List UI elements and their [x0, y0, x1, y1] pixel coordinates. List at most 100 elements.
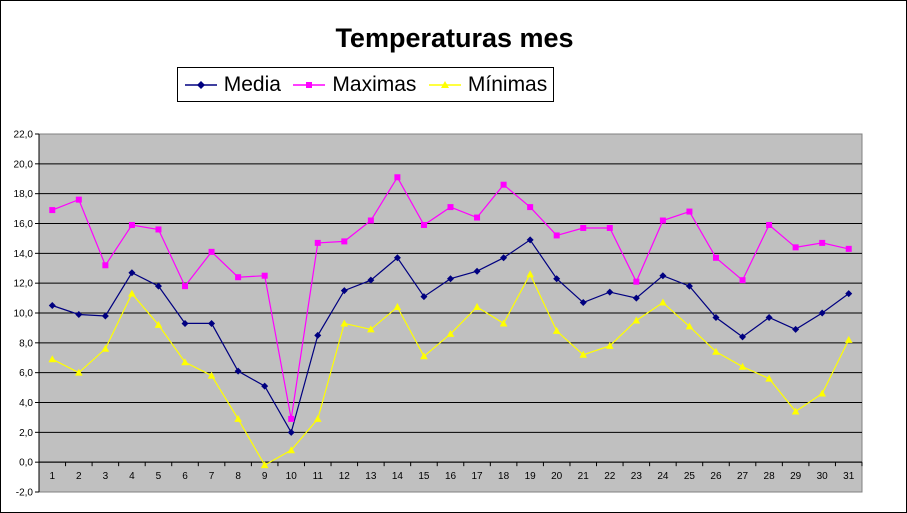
x-tick-label: 19: [525, 471, 537, 482]
x-tick-label: 13: [365, 471, 377, 482]
data-point: [712, 347, 720, 355]
data-point: [287, 428, 295, 436]
legend-label-minimas: Mínimas: [467, 72, 548, 96]
data-point: [499, 319, 508, 327]
y-tick-label: 10,0: [14, 309, 34, 320]
data-point: [474, 214, 481, 221]
data-point: [128, 269, 136, 277]
y-tick-label: 0,0: [19, 458, 33, 469]
data-point: [632, 316, 641, 324]
data-point: [128, 289, 136, 297]
data-point: [659, 217, 666, 224]
data-point: [207, 371, 216, 379]
y-tick-label: 16,0: [14, 219, 34, 230]
data-point: [314, 331, 322, 339]
x-tick-label: 14: [392, 471, 404, 482]
data-point: [234, 414, 242, 422]
data-point: [447, 275, 454, 283]
data-point: [394, 174, 401, 181]
y-tick-label: 18,0: [14, 189, 34, 200]
x-tick-label: 3: [103, 471, 109, 482]
data-point: [818, 389, 826, 397]
chart-title: Temperaturas mes: [335, 23, 574, 53]
data-point: [818, 309, 826, 317]
legend-item-minimas: Mínimas: [428, 73, 547, 97]
data-point: [819, 239, 826, 246]
data-point: [605, 341, 614, 349]
data-point: [447, 204, 454, 211]
x-tick-label: 29: [790, 471, 802, 482]
x-tick-label: 25: [684, 471, 696, 482]
x-tick-label: 23: [631, 471, 643, 482]
data-point: [766, 221, 773, 228]
data-point: [685, 322, 694, 330]
data-point: [553, 232, 560, 239]
data-point: [155, 226, 162, 233]
x-tick-label: 28: [764, 471, 776, 482]
data-point: [473, 303, 481, 311]
y-tick-label: 6,0: [19, 368, 33, 379]
data-point: [154, 282, 162, 290]
data-point: [75, 196, 82, 203]
data-point: [101, 344, 110, 352]
legend-swatch-minimas-icon: [428, 80, 461, 88]
x-tick-label: 6: [182, 471, 188, 482]
y-tick-label: 8,0: [19, 338, 33, 349]
x-tick-label: 26: [710, 471, 722, 482]
data-point: [154, 320, 163, 328]
x-tick-label: 7: [209, 471, 215, 482]
legend-label-media: Media: [223, 72, 281, 96]
y-tick-label: 22,0: [14, 130, 34, 141]
data-point: [580, 224, 587, 231]
data-point: [659, 298, 667, 306]
x-tick-label: 24: [657, 471, 669, 482]
x-tick-label: 27: [737, 471, 749, 482]
data-point: [75, 368, 83, 376]
y-tick-label: 2,0: [19, 428, 33, 439]
legend-item-maximas: Maximas: [292, 73, 416, 97]
data-point: [527, 204, 534, 211]
data-point: [101, 312, 109, 320]
data-point: [367, 325, 375, 333]
data-point: [340, 319, 349, 327]
data-point: [473, 267, 481, 275]
y-tick-label: 4,0: [19, 398, 33, 409]
chart-legend: Media Maximas Mínimas: [177, 67, 554, 102]
data-point: [367, 217, 374, 224]
legend-swatch-media-icon: [184, 80, 217, 89]
data-point: [367, 276, 375, 284]
data-point: [420, 352, 428, 360]
y-tick-label: -2,0: [16, 488, 34, 499]
data-point: [208, 248, 215, 255]
data-point: [500, 181, 507, 188]
legend-label-maximas: Maximas: [332, 72, 417, 96]
data-point: [792, 325, 800, 333]
data-point: [844, 335, 853, 343]
data-point: [739, 277, 746, 284]
x-tick-label: 2: [76, 471, 82, 482]
data-point: [75, 310, 83, 318]
x-tick-label: 1: [49, 471, 55, 482]
data-point: [526, 236, 534, 244]
data-point: [49, 207, 56, 214]
data-point: [526, 270, 534, 278]
data-point: [181, 319, 189, 327]
y-tick-label: 20,0: [14, 159, 34, 170]
data-point: [420, 293, 428, 301]
x-tick-label: 21: [578, 471, 590, 482]
x-tick-label: 30: [817, 471, 829, 482]
data-point: [845, 245, 852, 252]
data-point: [313, 414, 322, 422]
x-tick-label: 9: [262, 471, 268, 482]
x-tick-label: 10: [286, 471, 298, 482]
data-point: [128, 221, 135, 228]
data-point: [261, 272, 268, 279]
data-point: [287, 446, 296, 454]
data-point: [446, 329, 455, 337]
data-point: [260, 461, 269, 469]
data-point: [765, 313, 773, 321]
x-tick-label: 12: [339, 471, 351, 482]
x-tick-label: 8: [235, 471, 241, 482]
